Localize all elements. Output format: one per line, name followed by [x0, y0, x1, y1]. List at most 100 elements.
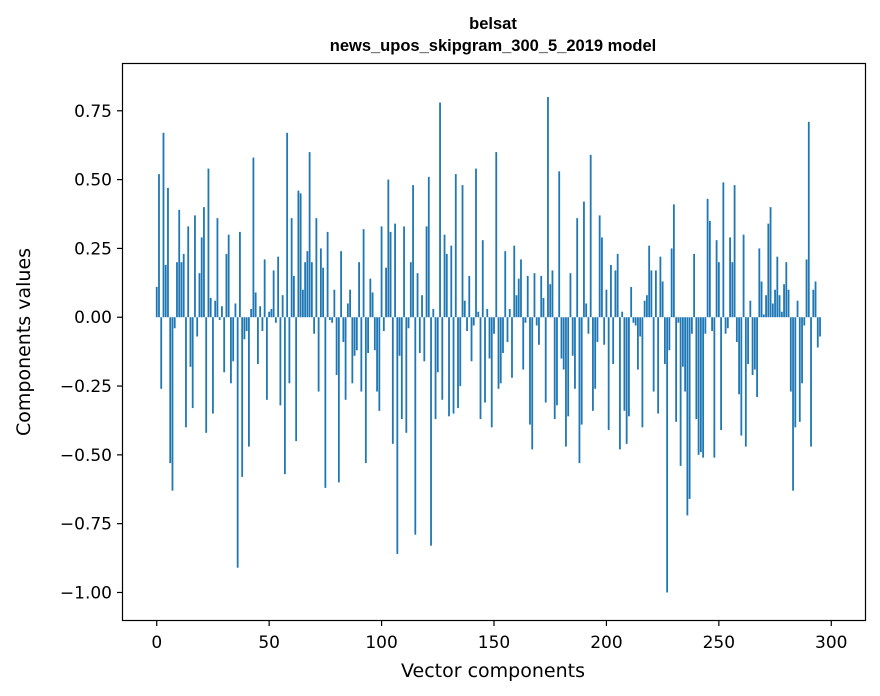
bar-component-12 [182, 253, 185, 318]
bar-component-226 [663, 317, 666, 365]
bar-component-136 [461, 185, 464, 318]
y-axis-label: Components values [13, 248, 35, 436]
plot-frame [121, 62, 867, 622]
bar-component-128 [443, 234, 446, 318]
bar-component-214 [637, 317, 639, 370]
bar-component-10 [178, 209, 181, 318]
bar-component-287 [801, 317, 803, 384]
bar-component-58 [286, 132, 289, 318]
bar-component-273 [769, 207, 772, 318]
bar-component-76 [326, 231, 329, 318]
bar-component-269 [760, 281, 763, 318]
bar-component-99 [378, 317, 381, 411]
bar-component-235 [684, 317, 687, 392]
x-tick-label: 0 [151, 633, 162, 653]
bar-component-11 [180, 262, 183, 318]
bar-component-146 [484, 317, 486, 403]
bar-component-47 [261, 317, 264, 331]
bar-component-8 [173, 317, 176, 329]
bar-component-164 [524, 317, 527, 323]
bar-component-260 [740, 317, 743, 436]
bar-component-241 [697, 317, 700, 455]
bar-component-95 [369, 278, 372, 318]
bar-component-288 [803, 317, 806, 326]
bar-component-254 [726, 317, 729, 329]
bar-component-191 [585, 303, 588, 318]
bar-component-277 [778, 295, 781, 318]
bar-component-227 [666, 317, 669, 593]
bar-component-36 [236, 317, 239, 568]
bar-component-9 [176, 262, 178, 318]
bar-component-176 [551, 270, 554, 318]
bar-component-218 [646, 295, 648, 318]
bar-component-219 [648, 245, 651, 318]
bar-component-69 [310, 262, 313, 318]
bar-component-153 [499, 317, 502, 384]
bar-component-160 [515, 295, 518, 318]
bar-component-143 [477, 311, 480, 318]
bar-component-248 [713, 317, 716, 458]
bar-component-37 [239, 231, 241, 318]
bar-component-255 [729, 237, 731, 318]
bar-component-1 [158, 174, 160, 318]
bar-component-212 [632, 317, 635, 323]
bar-component-169 [535, 317, 538, 326]
bar-component-3 [162, 132, 165, 318]
bar-component-71 [315, 218, 318, 318]
bar-component-27 [216, 218, 219, 318]
bar-component-107 [396, 317, 399, 554]
bar-component-271 [765, 295, 767, 318]
bar-component-238 [690, 317, 693, 334]
bar-component-252 [722, 182, 725, 318]
bar-component-148 [488, 317, 491, 359]
bar-component-234 [681, 317, 684, 367]
bar-component-266 [753, 317, 756, 370]
bar-component-105 [391, 317, 394, 444]
bar-component-200 [605, 289, 608, 318]
bar-component-262 [744, 317, 747, 447]
bar-component-293 [814, 281, 817, 318]
bar-component-250 [717, 262, 720, 318]
bar-component-91 [360, 317, 363, 392]
bar-component-38 [241, 317, 244, 477]
bar-component-163 [522, 317, 525, 370]
bar-component-286 [798, 317, 801, 422]
bar-component-132 [452, 317, 455, 414]
bar-component-181 [562, 317, 565, 370]
bar-component-246 [708, 220, 711, 318]
bar-component-193 [589, 154, 592, 318]
bar-component-85 [346, 303, 349, 318]
bar-component-106 [394, 223, 396, 318]
bar-component-174 [547, 97, 549, 318]
bar-component-247 [711, 317, 713, 331]
bar-component-275 [774, 289, 776, 318]
bar-component-25 [212, 317, 214, 414]
x-tick-label: 100 [365, 633, 397, 653]
bar-component-66 [304, 262, 307, 318]
bar-component-168 [533, 273, 536, 318]
y-tick-label: 0.75 [74, 102, 112, 122]
bar-component-51 [270, 308, 273, 318]
bar-component-170 [538, 317, 540, 345]
bar-component-41 [248, 317, 250, 447]
bar-component-155 [504, 251, 507, 318]
bar-component-101 [382, 317, 385, 331]
bar-component-171 [540, 275, 543, 318]
y-tick-label: 0.00 [74, 308, 112, 328]
bar-component-20 [200, 237, 203, 318]
bar-component-104 [389, 231, 392, 318]
bar-component-189 [580, 317, 583, 425]
bar-component-40 [245, 317, 248, 331]
bar-component-31 [225, 253, 228, 318]
bar-component-127 [441, 317, 444, 400]
bar-component-279 [783, 284, 785, 318]
bar-component-23 [207, 168, 210, 318]
bar-component-281 [787, 289, 790, 318]
bar-component-87 [351, 317, 354, 384]
bar-component-209 [625, 317, 628, 444]
bar-component-33 [230, 317, 232, 384]
bar-component-166 [529, 317, 531, 425]
bar-component-236 [686, 317, 689, 516]
bar-component-205 [616, 253, 619, 318]
bar-component-158 [511, 317, 513, 378]
